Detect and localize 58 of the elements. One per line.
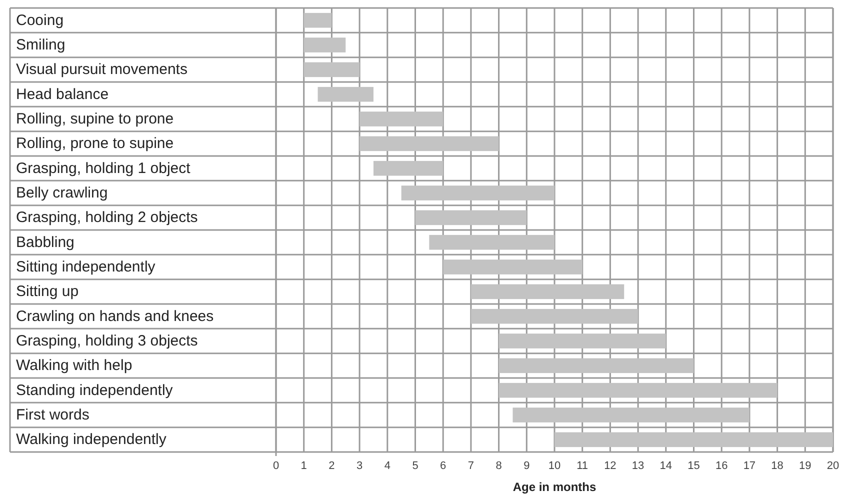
- x-tick-label: 4: [384, 460, 390, 472]
- y-tick-label: Rolling, prone to supine: [16, 135, 174, 152]
- x-tick-label: 15: [688, 460, 700, 472]
- x-tick-label: 20: [826, 460, 840, 472]
- bar: [401, 186, 554, 200]
- bar: [443, 260, 582, 274]
- y-tick-label: Grasping, holding 2 objects: [16, 209, 198, 226]
- bar: [498, 358, 694, 374]
- x-tick-label: 18: [771, 460, 784, 472]
- x-tick-label: 17: [743, 460, 756, 472]
- bar: [304, 12, 332, 28]
- y-tick-label: Sitting up: [16, 283, 79, 300]
- bar: [304, 62, 360, 78]
- y-tick-label: Visual pursuit movements: [16, 61, 188, 78]
- x-tick-label: 11: [576, 460, 588, 472]
- bar: [470, 284, 624, 300]
- x-axis-title: Age in months: [512, 480, 596, 494]
- bar: [554, 432, 833, 448]
- x-tick-label: 13: [632, 460, 644, 472]
- y-tick-label: First words: [16, 406, 90, 424]
- y-tick-label: Walking independently: [16, 431, 167, 448]
- bar: [373, 160, 444, 176]
- y-tick-label: Sitting independently: [16, 258, 156, 276]
- x-tick-label: 7: [468, 460, 474, 472]
- y-tick-label: Grasping, holding 3 objects: [16, 332, 198, 350]
- bar: [470, 308, 638, 324]
- x-tick-label: 1: [300, 460, 307, 472]
- x-tick-label: 0: [272, 460, 280, 472]
- bar: [304, 38, 346, 52]
- bar: [498, 382, 778, 398]
- x-tick-label: 6: [440, 460, 446, 472]
- x-tick-label: 9: [524, 460, 530, 472]
- y-tick-label: Crawling on hands and knees: [16, 308, 214, 325]
- bar: [360, 136, 499, 152]
- bar: [512, 408, 750, 422]
- y-tick-label: Rolling, supine to prone: [16, 110, 174, 128]
- y-tick-label: Belly crawling: [16, 184, 108, 202]
- y-tick-label: Walking with help: [16, 357, 132, 374]
- x-tick-label: 12: [604, 460, 616, 472]
- bar: [498, 334, 666, 348]
- x-tick-label: 10: [548, 460, 561, 472]
- y-tick-label: Smiling: [16, 36, 66, 54]
- bar: [429, 234, 554, 250]
- bar: [415, 210, 527, 226]
- y-tick-label: Grasping, holding 1 object: [16, 160, 192, 177]
- y-tick-label: Cooing: [16, 12, 64, 29]
- y-tick-label: Standing independently: [16, 382, 174, 399]
- bar: [360, 112, 444, 126]
- x-tick-label: 5: [412, 460, 418, 472]
- x-tick-label: 16: [715, 460, 728, 472]
- bar: [318, 86, 374, 102]
- y-tick-label: Babbling: [16, 234, 74, 251]
- x-tick-label: 19: [799, 460, 812, 472]
- y-tick-label: Head balance: [16, 86, 109, 103]
- x-tick-label: 8: [496, 460, 502, 472]
- x-tick-label: 14: [660, 460, 672, 472]
- x-tick-label: 3: [356, 460, 363, 472]
- x-tick-label: 2: [328, 460, 335, 472]
